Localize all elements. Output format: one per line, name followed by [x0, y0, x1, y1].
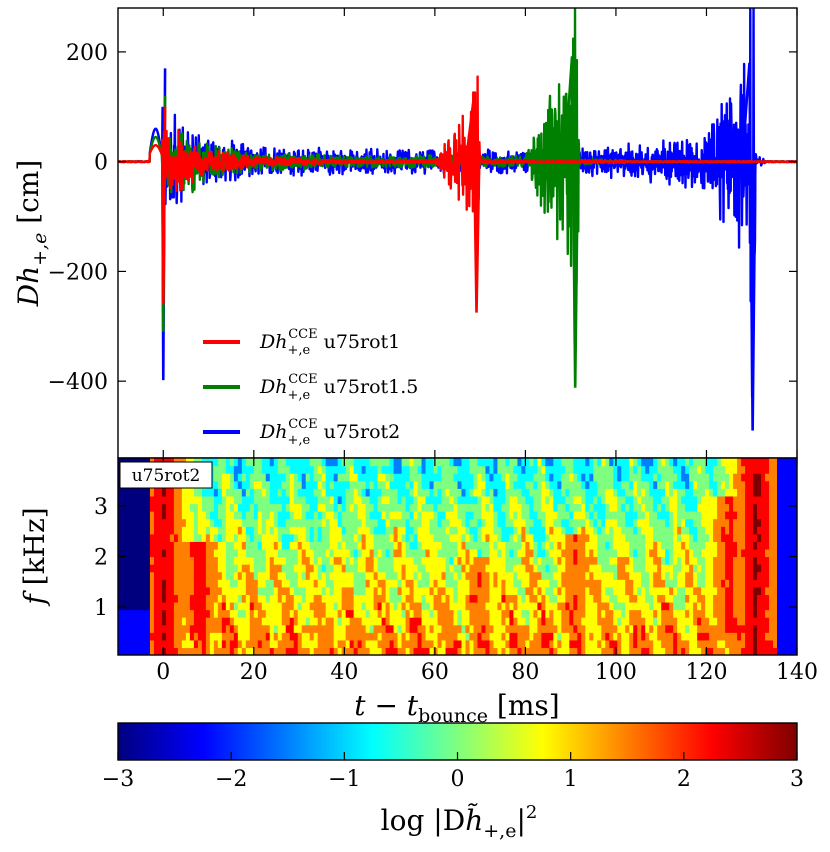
- colorbar: −3 −2 −1 0 1 2 3 log |Dh̃+,e|2: [102, 722, 804, 842]
- x-tick-label: 100: [595, 660, 637, 685]
- spectrogram-y-tick-label: 1: [94, 596, 108, 621]
- waveform-y-tick-label: 200: [66, 41, 108, 66]
- colorbar-label: log |Dh̃+,e|2: [381, 802, 538, 842]
- spectrogram-y-tick-label: 2: [94, 546, 108, 571]
- collapse-spike-u75rot1: [465, 101, 481, 313]
- series-line-u75rot2: [118, 8, 797, 398]
- legend-entry: Dh+,eCCE u75rot2: [259, 417, 400, 448]
- colorbar-tick-label: 1: [564, 767, 578, 792]
- x-tick-label: 140: [776, 660, 818, 685]
- panel-label-box: [119, 461, 213, 489]
- colorbar-tick-label: −1: [328, 767, 360, 792]
- waveform-y-tick-label: −200: [48, 260, 108, 285]
- legend: Dh+,eCCE u75rot1 Dh+,eCCE u75rot1.5 Dh+,eCCE…: [203, 327, 418, 448]
- spectrogram-image: [118, 458, 797, 655]
- waveform-frame: [117, 7, 798, 459]
- waveform-y-ticks: 200 0 −200 −400: [48, 8, 798, 458]
- x-tick-label: 120: [685, 660, 727, 685]
- waveform-lines: [118, 8, 797, 431]
- waveform-y-tick-label: 0: [94, 151, 108, 176]
- spectrogram-y-label: f [kHz]: [18, 507, 51, 606]
- x-axis-label: t − tbounce [ms]: [354, 689, 559, 727]
- spectrogram-panel: 0 20 40 60 80 100 120 140 1 2 3 u75rot2 f [kHz] t …: [18, 457, 818, 727]
- spectrogram-ticks: 0 20 40 60 80 100 120 140 1 2 3: [94, 458, 818, 685]
- colorbar-tick-label: 2: [677, 767, 691, 792]
- panel-label: u75rot2: [132, 466, 201, 486]
- spectrogram-y-tick-label: 3: [94, 495, 108, 520]
- series-line-u75rot1: [118, 75, 797, 279]
- bounce-spike-u75rot1: [161, 106, 167, 305]
- colorbar-tick-label: 3: [790, 767, 804, 792]
- x-tick-label: 60: [421, 660, 449, 685]
- legend-entry: Dh+,eCCE u75rot1.5: [259, 372, 418, 403]
- colorbar-tick-label: 0: [451, 767, 465, 792]
- waveform-y-label: Dh+,e [cm]: [12, 160, 51, 308]
- x-tick-label: 0: [156, 660, 170, 685]
- x-tick-label: 40: [330, 660, 358, 685]
- colorbar-tick-label: −2: [215, 767, 247, 792]
- legend-entry: Dh+,eCCE u75rot1: [259, 327, 400, 358]
- x-tick-label: 80: [511, 660, 539, 685]
- colorbar-ticks: −3 −2 −1 0 1 2 3: [102, 752, 804, 792]
- colorbar-tick-label: −3: [102, 767, 134, 792]
- collapse-spike-u75rot1.5: [563, 56, 580, 388]
- collapse-spike-u75rot2: [741, 62, 757, 431]
- x-tick-label: 20: [240, 660, 268, 685]
- waveform-y-tick-label: −400: [48, 370, 108, 395]
